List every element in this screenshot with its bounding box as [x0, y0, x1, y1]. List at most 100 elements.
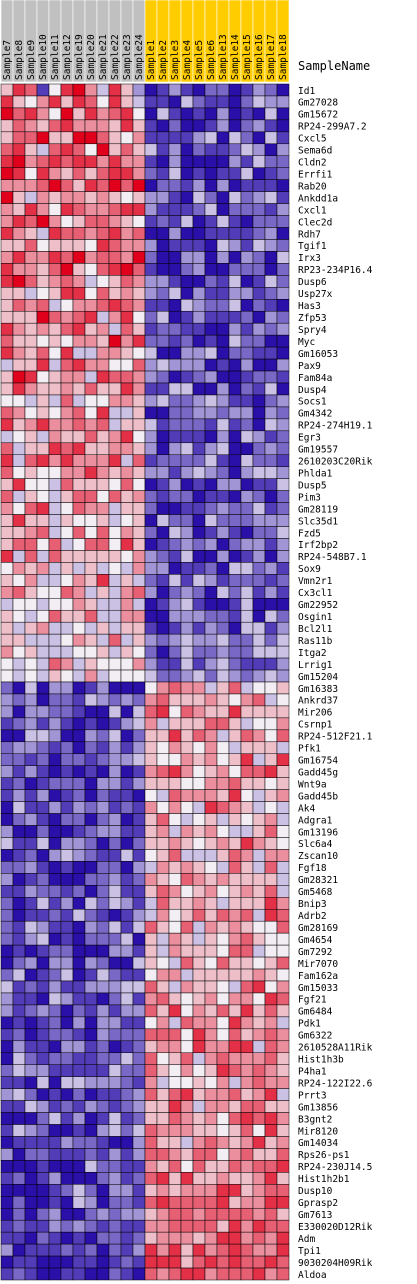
row-label: Vmn2r1 — [298, 576, 333, 587]
heatmap-cell — [12, 107, 26, 121]
column-label: Sample20 — [86, 34, 97, 80]
heatmap-cell — [120, 215, 134, 228]
heatmap-cell — [168, 1160, 182, 1173]
heatmap-cell — [228, 1231, 242, 1245]
heatmap-cell — [192, 358, 206, 372]
heatmap-cell — [204, 251, 218, 264]
heatmap-cell — [120, 382, 134, 396]
heatmap-cell — [192, 1172, 206, 1185]
heatmap-cell — [192, 574, 206, 587]
heatmap-cell — [276, 741, 290, 755]
heatmap-cell — [12, 598, 26, 611]
heatmap-cell — [120, 107, 134, 121]
heatmap-cell — [204, 1064, 218, 1077]
heatmap-cell — [60, 837, 74, 850]
heatmap-cell — [48, 227, 62, 240]
column-group-swatch — [276, 0, 290, 83]
heatmap-cell — [228, 346, 242, 360]
heatmap-cell — [216, 526, 230, 539]
heatmap-cell — [60, 645, 74, 659]
heatmap-cell — [180, 430, 194, 444]
heatmap-cell — [84, 406, 98, 420]
row-label: Irx3 — [298, 253, 321, 264]
heatmap-cell — [240, 107, 254, 121]
heatmap-cell — [216, 1076, 230, 1089]
heatmap-cell — [120, 562, 134, 575]
heatmap-cell — [264, 83, 278, 97]
heatmap-cell — [60, 1004, 74, 1018]
heatmap-cell — [60, 538, 74, 551]
heatmap-cell — [192, 215, 206, 228]
row-label: Rps26-ps1 — [298, 1150, 350, 1161]
heatmap-cell — [108, 526, 122, 539]
row-label: Wnt9a — [298, 779, 327, 790]
heatmap-cell — [120, 275, 134, 288]
heatmap-cell — [144, 454, 158, 467]
heatmap-cell — [132, 1124, 146, 1137]
heatmap-cell — [96, 813, 110, 826]
heatmap-cell — [180, 837, 194, 850]
heatmap-cell — [168, 1219, 182, 1233]
heatmap-cell — [84, 203, 98, 216]
column-label: Sample5 — [194, 40, 205, 80]
heatmap-cell — [276, 574, 290, 587]
heatmap-cell — [108, 741, 122, 755]
heatmap-cell — [180, 609, 194, 623]
heatmap-cell — [96, 83, 110, 97]
heatmap-cell — [48, 1219, 62, 1233]
heatmap-cell — [168, 1124, 182, 1137]
heatmap-cell — [240, 980, 254, 994]
heatmap-cell — [144, 167, 158, 180]
heatmap-cell — [24, 131, 38, 145]
heatmap-cell — [36, 765, 50, 778]
heatmap-cell — [168, 275, 182, 288]
heatmap-cell — [264, 897, 278, 910]
row-label: Dusp4 — [298, 385, 327, 396]
heatmap-cell — [60, 526, 74, 539]
heatmap-cell — [12, 562, 26, 575]
heatmap-cell — [96, 1207, 110, 1221]
heatmap-cell — [216, 1136, 230, 1149]
heatmap-cell — [0, 299, 14, 312]
heatmap-cell — [24, 394, 38, 408]
heatmap-cell — [168, 789, 182, 802]
heatmap-cell — [120, 131, 134, 145]
heatmap-cell — [192, 346, 206, 360]
heatmap-cell — [120, 1219, 134, 1233]
heatmap-cell — [120, 358, 134, 372]
heatmap-cell — [24, 107, 38, 121]
heatmap-cell — [108, 1064, 122, 1077]
heatmap-cell — [0, 992, 14, 1006]
heatmap-cell — [0, 215, 14, 228]
heatmap-cell — [144, 1219, 158, 1233]
heatmap-cell — [0, 849, 14, 862]
heatmap-cell — [0, 777, 14, 790]
row-label: Sema6d — [298, 146, 332, 157]
heatmap-cell — [264, 526, 278, 539]
heatmap-cell — [48, 1040, 62, 1054]
heatmap-cell — [228, 873, 242, 886]
heatmap-cell — [84, 191, 98, 204]
heatmap-cell — [36, 239, 50, 252]
heatmap-cell — [276, 777, 290, 790]
heatmap-cell — [180, 155, 194, 168]
heatmap-cell — [84, 478, 98, 491]
heatmap-cell — [96, 287, 110, 300]
heatmap-cell — [72, 370, 86, 384]
heatmap-cell — [204, 526, 218, 539]
heatmap-cell — [24, 729, 38, 743]
heatmap-cell — [156, 394, 170, 408]
heatmap-cell — [228, 394, 242, 408]
heatmap-cell — [60, 406, 74, 420]
heatmap-cell — [204, 490, 218, 503]
heatmap-cell — [108, 1243, 122, 1257]
heatmap-cell — [216, 514, 230, 527]
heatmap-cell — [60, 1172, 74, 1185]
heatmap-cell — [168, 609, 182, 623]
heatmap-cell — [240, 155, 254, 168]
heatmap-cell — [24, 693, 38, 707]
heatmap-cell — [240, 1112, 254, 1125]
heatmap-cell — [192, 251, 206, 264]
heatmap-cell — [276, 454, 290, 467]
heatmap-cell — [84, 287, 98, 300]
